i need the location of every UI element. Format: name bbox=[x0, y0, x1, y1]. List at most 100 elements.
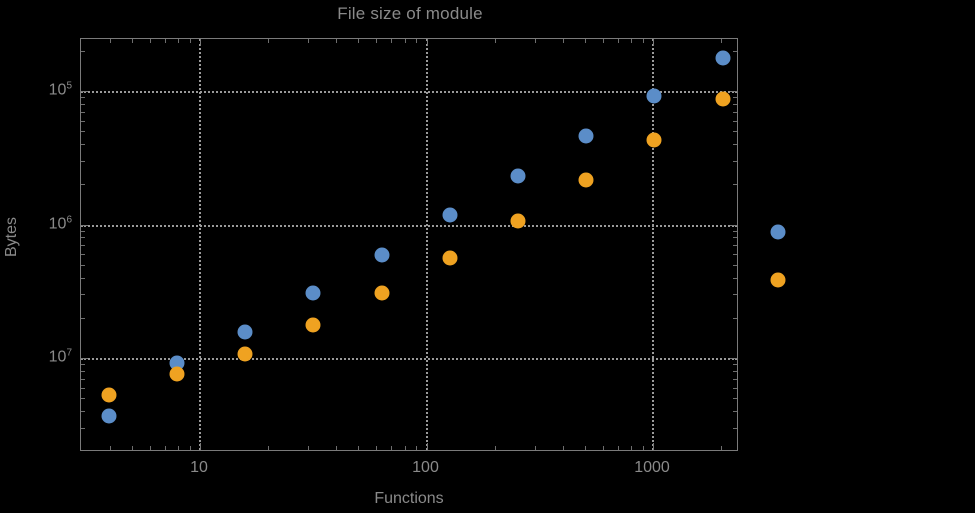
y-tick-right-4000000 bbox=[733, 144, 737, 146]
y-tick-right-700000 bbox=[733, 245, 737, 247]
x-tick-label-1000: 1000 bbox=[634, 459, 670, 476]
y-tick-300000 bbox=[81, 294, 85, 296]
y-tick-10000000 bbox=[81, 91, 88, 92]
x-tick-5 bbox=[131, 446, 133, 450]
x-tick-6 bbox=[149, 446, 151, 450]
y-tick-30000 bbox=[81, 427, 85, 429]
y-axis-label: Bytes bbox=[3, 217, 20, 258]
y-tick-500000 bbox=[81, 264, 85, 266]
x-tick-7 bbox=[164, 446, 166, 450]
y-tick-6000000 bbox=[81, 120, 85, 122]
x-tick-top-600 bbox=[602, 39, 604, 43]
data-point-outside-series-blue-3600 bbox=[770, 224, 786, 240]
x-tick-top-100 bbox=[426, 39, 428, 46]
y-tick-label-10000000: 105 bbox=[26, 80, 72, 99]
gridline-x-1000 bbox=[652, 39, 654, 450]
x-tick-90 bbox=[416, 446, 418, 450]
y-tick-exponent: 5 bbox=[66, 80, 72, 92]
x-tick-700 bbox=[617, 446, 619, 450]
y-tick-exponent: 6 bbox=[66, 213, 72, 225]
x-tick-top-80 bbox=[404, 39, 406, 43]
x-tick-top-9 bbox=[189, 39, 191, 43]
y-tick-7000000 bbox=[81, 111, 85, 113]
y-tick-5000000 bbox=[81, 131, 85, 133]
y-tick-right-1000000 bbox=[730, 224, 737, 226]
data-point-outside-series-orange-3600 bbox=[770, 272, 786, 288]
x-tick-top-6 bbox=[149, 39, 151, 43]
y-tick-700000 bbox=[81, 245, 85, 247]
x-tick-9 bbox=[189, 446, 191, 450]
x-tick-top-400 bbox=[562, 39, 564, 43]
y-tick-right-3000000 bbox=[733, 160, 737, 162]
x-tick-600 bbox=[602, 446, 604, 450]
y-tick-400000 bbox=[81, 277, 85, 279]
x-tick-900 bbox=[642, 446, 644, 450]
x-tick-top-200 bbox=[494, 39, 496, 43]
x-tick-top-700 bbox=[617, 39, 619, 43]
x-tick-top-7 bbox=[164, 39, 166, 43]
y-tick-right-6000000 bbox=[733, 120, 737, 122]
y-tick-right-70000 bbox=[733, 378, 737, 380]
y-tick-4000000 bbox=[81, 144, 85, 146]
y-tick-3000000 bbox=[81, 160, 85, 162]
gridline-x-100 bbox=[426, 39, 428, 450]
y-tick-right-30000 bbox=[733, 427, 737, 429]
y-tick-right-500000 bbox=[733, 264, 737, 266]
y-tick-right-5000000 bbox=[733, 131, 737, 133]
x-tick-8 bbox=[178, 446, 180, 450]
x-tick-top-2000 bbox=[721, 39, 723, 43]
x-tick-10 bbox=[200, 443, 201, 450]
gridline-y-1e7 bbox=[81, 91, 737, 93]
x-axis-label: Functions bbox=[374, 490, 444, 507]
page-title: File size of module bbox=[337, 4, 483, 23]
y-tick-right-50000 bbox=[733, 398, 737, 400]
x-tick-top-70 bbox=[391, 39, 393, 43]
x-tick-50 bbox=[358, 446, 360, 450]
y-tick-80000 bbox=[81, 370, 85, 372]
y-tick-right-800000 bbox=[733, 237, 737, 239]
x-tick-300 bbox=[534, 446, 536, 450]
y-tick-90000 bbox=[81, 364, 85, 366]
x-tick-top-5 bbox=[131, 39, 133, 43]
y-tick-60000 bbox=[81, 387, 85, 389]
y-tick-20000000 bbox=[81, 50, 85, 52]
x-tick-top-1000 bbox=[653, 39, 654, 46]
gridline-x-10 bbox=[199, 39, 201, 450]
y-tick-right-900000 bbox=[733, 230, 737, 232]
y-tick-right-9000000 bbox=[733, 97, 737, 99]
y-tick-50000 bbox=[81, 398, 85, 400]
y-tick-right-100000 bbox=[730, 358, 737, 359]
x-tick-30 bbox=[308, 446, 310, 450]
gridline-y-1e5 bbox=[81, 358, 737, 360]
y-tick-40000 bbox=[81, 411, 85, 413]
y-tick-right-300000 bbox=[733, 294, 737, 296]
y-tick-right-200000 bbox=[733, 317, 737, 319]
x-tick-top-800 bbox=[631, 39, 633, 43]
x-tick-top-10 bbox=[200, 39, 201, 46]
x-tick-500 bbox=[584, 446, 586, 450]
y-tick-100000 bbox=[81, 358, 88, 359]
y-tick-right-400000 bbox=[733, 277, 737, 279]
x-tick-100 bbox=[426, 443, 428, 450]
y-tick-70000 bbox=[81, 378, 85, 380]
y-tick-right-7000000 bbox=[733, 111, 737, 113]
x-tick-top-60 bbox=[376, 39, 378, 43]
plot-frame bbox=[80, 38, 738, 451]
x-tick-top-8 bbox=[178, 39, 180, 43]
x-tick-200 bbox=[494, 446, 496, 450]
y-tick-right-10000000 bbox=[730, 91, 737, 92]
y-tick-label-1000000: 106 bbox=[26, 214, 72, 233]
x-tick-top-300 bbox=[534, 39, 536, 43]
y-tick-right-40000 bbox=[733, 411, 737, 413]
y-tick-right-20000000 bbox=[733, 50, 737, 52]
x-tick-label-100: 100 bbox=[412, 459, 439, 476]
y-tick-800000 bbox=[81, 237, 85, 239]
y-tick-9000000 bbox=[81, 97, 85, 99]
y-tick-200000 bbox=[81, 317, 85, 319]
x-tick-top-50 bbox=[358, 39, 360, 43]
y-tick-right-80000 bbox=[733, 370, 737, 372]
y-tick-600000 bbox=[81, 254, 85, 256]
x-tick-800 bbox=[631, 446, 633, 450]
y-tick-8000000 bbox=[81, 103, 85, 105]
